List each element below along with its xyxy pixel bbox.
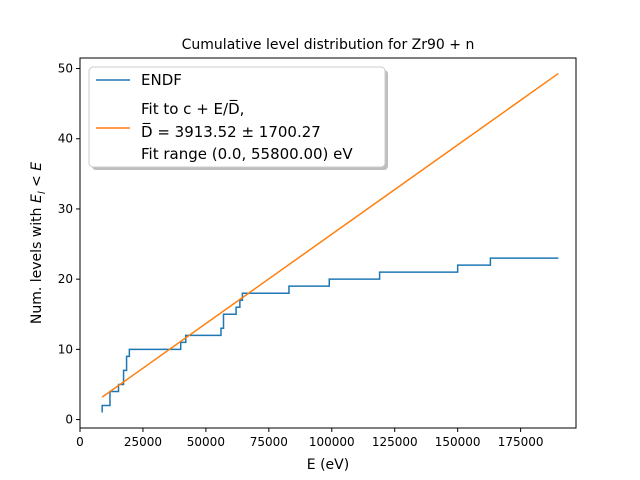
x-axis-ticks: 0 25000 50000 75000 100000 125000 150000 175000 — [76, 428, 544, 449]
y-axis-label-e2: E — [29, 162, 45, 171]
legend-label-fit-line3: Fit range (0.0, 55800.00) eV — [141, 145, 353, 163]
legend: ENDF Fit to c + E/D̅, D̅ = 3913.52 ± 170… — [88, 66, 386, 168]
legend-label-fit-line1: Fit to c + E/D̅, — [141, 99, 244, 118]
y-axis-label: Num. levels with El < E — [29, 162, 48, 324]
y-tick-label: 10 — [58, 342, 73, 356]
y-axis-label-prefix: Num. levels with — [29, 203, 45, 324]
x-tick-label: 150000 — [435, 435, 481, 449]
x-axis-label: E (eV) — [307, 457, 349, 473]
series-line-endf — [101, 257, 559, 413]
x-tick-label: 25000 — [124, 435, 162, 449]
x-tick-label: 175000 — [498, 435, 544, 449]
y-axis-label-e: E — [29, 194, 45, 203]
series-line-fit — [101, 72, 559, 398]
plot-area-frame — [79, 57, 577, 429]
x-tick-label: 0 — [76, 435, 84, 449]
y-axis-ticks: 0 10 20 30 40 50 — [58, 62, 80, 427]
chart-title: Cumulative level distribution for Zr90 +… — [182, 37, 475, 53]
y-tick-label: 50 — [58, 62, 73, 76]
y-axis-label-lt: < — [29, 171, 45, 192]
y-axis-label-subscript: l — [37, 191, 48, 194]
legend-label-fit-line2: D̅ = 3913.52 ± 1700.27 — [141, 122, 321, 141]
x-tick-label: 125000 — [372, 435, 418, 449]
y-tick-label: 20 — [58, 272, 73, 286]
series-layer — [101, 72, 559, 413]
x-tick-label: 75000 — [250, 435, 288, 449]
legend-box — [88, 66, 386, 168]
y-tick-label: 30 — [58, 202, 73, 216]
x-tick-label: 50000 — [187, 435, 225, 449]
legend-label-endf: ENDF — [141, 71, 182, 89]
y-tick-label: 0 — [65, 413, 73, 427]
y-tick-label: 40 — [58, 132, 73, 146]
x-tick-label: 100000 — [309, 435, 355, 449]
